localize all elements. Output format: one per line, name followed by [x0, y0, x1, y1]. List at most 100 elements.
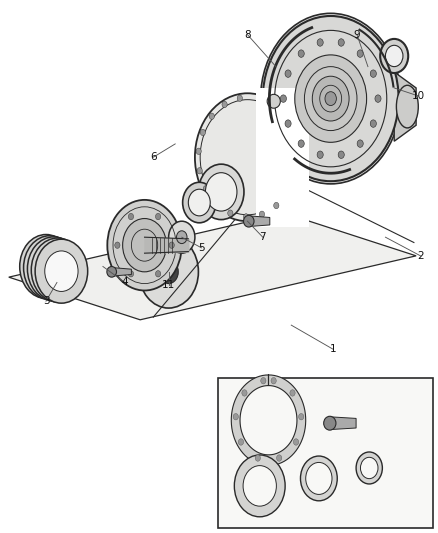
Polygon shape [9, 213, 416, 320]
Ellipse shape [244, 215, 254, 227]
Ellipse shape [115, 242, 120, 248]
Text: 11: 11 [162, 280, 175, 290]
Ellipse shape [298, 50, 304, 58]
Ellipse shape [209, 113, 215, 119]
Polygon shape [249, 216, 270, 227]
Ellipse shape [271, 377, 276, 384]
Ellipse shape [169, 221, 195, 253]
Text: 2: 2 [417, 251, 424, 261]
Ellipse shape [370, 70, 376, 77]
Ellipse shape [195, 93, 300, 221]
Text: 6: 6 [150, 152, 157, 162]
Ellipse shape [222, 101, 227, 108]
Ellipse shape [370, 120, 376, 127]
Ellipse shape [128, 271, 134, 277]
Ellipse shape [214, 200, 219, 207]
Ellipse shape [237, 95, 242, 101]
Ellipse shape [261, 377, 266, 384]
Ellipse shape [155, 213, 161, 220]
Ellipse shape [274, 203, 279, 209]
Ellipse shape [280, 95, 286, 102]
Polygon shape [231, 375, 306, 465]
Ellipse shape [228, 210, 233, 216]
Ellipse shape [196, 148, 201, 155]
Text: 4: 4 [121, 278, 128, 287]
Ellipse shape [298, 140, 304, 147]
Ellipse shape [159, 260, 178, 284]
Ellipse shape [293, 439, 299, 445]
Ellipse shape [295, 55, 367, 142]
Polygon shape [394, 72, 416, 141]
Ellipse shape [123, 219, 166, 272]
Text: 7: 7 [259, 232, 266, 242]
Ellipse shape [20, 235, 72, 298]
Ellipse shape [312, 76, 349, 121]
Ellipse shape [205, 173, 237, 211]
Ellipse shape [243, 466, 276, 506]
Ellipse shape [375, 95, 381, 102]
Ellipse shape [29, 246, 63, 287]
Ellipse shape [244, 214, 249, 220]
Ellipse shape [169, 242, 174, 248]
Ellipse shape [338, 151, 344, 158]
Ellipse shape [183, 182, 216, 223]
Ellipse shape [385, 45, 403, 67]
Text: 3: 3 [42, 296, 49, 306]
Ellipse shape [259, 211, 265, 217]
Ellipse shape [45, 251, 78, 292]
Ellipse shape [31, 238, 84, 302]
Polygon shape [112, 268, 131, 276]
Ellipse shape [290, 390, 295, 396]
Ellipse shape [24, 236, 76, 300]
Ellipse shape [107, 266, 117, 277]
Ellipse shape [200, 129, 205, 135]
Ellipse shape [35, 239, 88, 303]
Ellipse shape [107, 200, 182, 290]
Ellipse shape [238, 439, 244, 445]
Ellipse shape [357, 140, 363, 147]
Ellipse shape [267, 94, 280, 108]
Text: 1: 1 [329, 344, 336, 354]
Text: 10: 10 [412, 91, 425, 101]
Ellipse shape [234, 455, 285, 517]
Ellipse shape [261, 13, 401, 184]
Ellipse shape [28, 237, 80, 301]
Ellipse shape [306, 463, 332, 495]
Ellipse shape [128, 213, 134, 220]
Ellipse shape [33, 247, 67, 288]
Ellipse shape [198, 164, 244, 220]
Ellipse shape [299, 414, 304, 420]
Ellipse shape [396, 85, 418, 128]
Ellipse shape [360, 457, 378, 479]
Ellipse shape [37, 248, 71, 289]
Ellipse shape [338, 39, 344, 46]
Ellipse shape [325, 92, 336, 106]
Polygon shape [256, 88, 309, 227]
Text: 5: 5 [198, 243, 205, 253]
Ellipse shape [242, 390, 247, 396]
Ellipse shape [139, 236, 198, 308]
Text: 9: 9 [353, 30, 360, 39]
Ellipse shape [155, 271, 161, 277]
Ellipse shape [317, 151, 323, 158]
Ellipse shape [41, 250, 74, 290]
Ellipse shape [263, 16, 399, 181]
Ellipse shape [324, 416, 336, 430]
Ellipse shape [197, 167, 202, 174]
Ellipse shape [233, 414, 238, 420]
Ellipse shape [317, 39, 323, 46]
Ellipse shape [380, 39, 408, 73]
Polygon shape [330, 417, 356, 430]
Ellipse shape [285, 120, 291, 127]
Ellipse shape [177, 231, 187, 244]
Ellipse shape [356, 452, 382, 484]
Text: 8: 8 [244, 30, 251, 39]
Ellipse shape [357, 50, 363, 58]
Ellipse shape [276, 455, 282, 461]
Ellipse shape [203, 185, 208, 192]
Ellipse shape [285, 70, 291, 77]
Ellipse shape [300, 456, 337, 501]
Ellipse shape [255, 455, 261, 461]
FancyBboxPatch shape [218, 378, 433, 528]
Ellipse shape [188, 189, 210, 216]
